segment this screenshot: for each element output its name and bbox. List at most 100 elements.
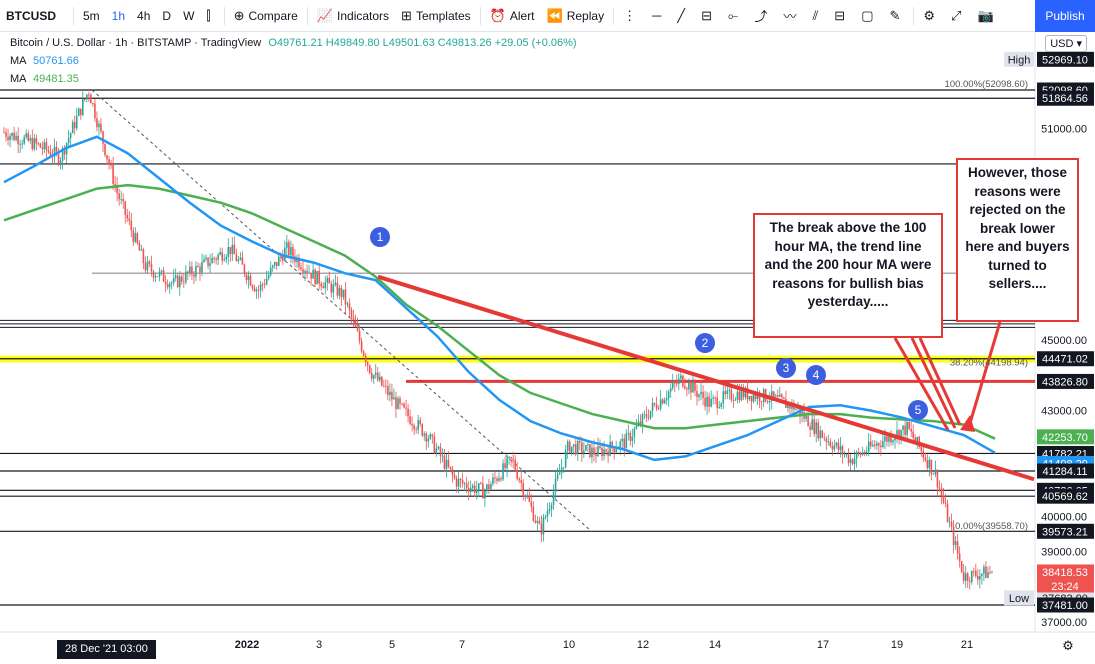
candle-body: [754, 394, 757, 399]
candle-body: [13, 132, 15, 140]
timeframe-5m[interactable]: 5m: [83, 8, 100, 23]
candle-body: [876, 443, 878, 446]
snapshot-button[interactable]: 📷: [971, 0, 1003, 32]
candle-body: [597, 446, 599, 457]
marker-circle-3[interactable]: [776, 358, 796, 378]
candle-body: [787, 403, 789, 408]
candle-body: [245, 274, 248, 280]
candle-body: [609, 441, 611, 456]
replay-icon: ⏪: [546, 7, 563, 23]
candle-body: [75, 115, 78, 129]
axis-settings-icon[interactable]: ⚙: [1062, 639, 1074, 654]
drawing-measure-tool[interactable]: ⊟: [828, 0, 855, 32]
price-label[interactable]: 44471.02: [1042, 354, 1088, 366]
candle-body: [197, 266, 199, 267]
candle-body: [235, 254, 238, 262]
candle-body: [27, 133, 30, 141]
candle-body: [419, 420, 422, 425]
candle-body: [178, 276, 181, 288]
candle-body: [718, 406, 721, 408]
candle-body: [623, 438, 626, 449]
trend-line-icon: ╱: [677, 7, 686, 23]
marker-circle-4[interactable]: [806, 365, 826, 385]
candle-body: [247, 275, 250, 280]
price-tag: High: [1008, 54, 1031, 66]
candle-body: [482, 483, 484, 499]
drawing-path-tool[interactable]: ⤴: [748, 0, 777, 32]
candle-body: [298, 257, 300, 268]
drawing-brush-tool[interactable]: ✎: [883, 0, 910, 32]
price-label[interactable]: 52969.10: [1042, 54, 1088, 66]
candle-body: [176, 275, 179, 288]
candle-body: [653, 403, 656, 405]
candle-body: [352, 317, 355, 321]
price-label[interactable]: 43826.80: [1042, 376, 1088, 388]
candle-body: [940, 488, 943, 496]
compare-button[interactable]: ⊕ Compare: [228, 0, 304, 32]
drawing-trend-tool[interactable]: ╱: [671, 0, 695, 32]
trend-line[interactable]: [377, 274, 1035, 482]
timeframe-4h[interactable]: 4h: [137, 8, 151, 23]
candle-body: [673, 382, 676, 384]
legend-ma200[interactable]: MA 49481.35: [10, 73, 79, 85]
price-label[interactable]: 41284.11: [1042, 466, 1087, 478]
price-label[interactable]: 37481.00: [1042, 600, 1088, 612]
settings-button[interactable]: ⚙: [917, 0, 945, 32]
drawing-channel-tool[interactable]: ⫽: [806, 0, 828, 32]
currency-selector[interactable]: USD ▾: [1045, 35, 1087, 52]
fullscreen-button[interactable]: ⤢: [945, 0, 971, 32]
price-label[interactable]: 42253.70: [1042, 432, 1088, 444]
marker-circle-1[interactable]: [370, 227, 390, 247]
drawing-hline-tool[interactable]: ─: [646, 0, 671, 32]
marker-circle-5[interactable]: [908, 400, 928, 420]
candle-body: [556, 474, 559, 479]
price-label-bg: [1037, 351, 1094, 367]
candle-body: [199, 266, 201, 273]
timeframe-1h[interactable]: 1h: [111, 8, 126, 23]
templates-button[interactable]: ⊞ Templates: [395, 0, 477, 32]
candle-body: [837, 442, 840, 450]
replay-button[interactable]: ⏪ Replay: [541, 0, 611, 32]
price-label[interactable]: 39573.21: [1042, 526, 1088, 538]
ma100-line[interactable]: [3, 135, 996, 462]
candle-body: [350, 309, 353, 318]
candle-body: [79, 108, 82, 115]
drawing-fib-tool[interactable]: ⊟: [695, 0, 722, 32]
crosshair-date-label: 28 Dec '21 03:00: [57, 640, 156, 659]
candle-body: [9, 135, 11, 140]
marker-label-5: 5: [915, 403, 922, 417]
indicators-label: Indicators: [337, 8, 390, 23]
candle-body: [354, 320, 357, 327]
price-chart[interactable]: 123 45100.00%(52098.60)38.20%(44198.94)0.…: [0, 32, 1095, 664]
legend-ma100[interactable]: MA 50761.66: [10, 55, 79, 67]
price-label[interactable]: 40569.62: [1042, 491, 1088, 503]
candle-body: [686, 388, 688, 390]
ma200-line[interactable]: [3, 183, 996, 440]
timeframe-d[interactable]: D: [162, 8, 172, 23]
candle-body: [724, 391, 727, 395]
price-label[interactable]: 38418.53: [1042, 567, 1088, 579]
candle-body: [366, 362, 369, 366]
candle-body: [920, 447, 923, 451]
drawing-polyline-tool[interactable]: 〰: [777, 0, 806, 32]
candle-body: [649, 410, 652, 419]
candle-body: [498, 478, 500, 481]
chart-type-button[interactable]: ⫿: [200, 0, 220, 32]
drawing-rect-tool[interactable]: ▢: [855, 0, 883, 32]
drawing-cursor-tool[interactable]: ⋮: [617, 0, 646, 32]
alert-button[interactable]: ⏰ Alert: [484, 0, 541, 32]
publish-button[interactable]: Publish: [1035, 0, 1095, 32]
indicators-button[interactable]: 📈 Indicators: [311, 0, 395, 32]
candle-body: [675, 383, 678, 385]
marker-circle-2[interactable]: [695, 333, 715, 353]
symbol-search[interactable]: BTCUSD: [6, 8, 56, 23]
price-label[interactable]: 51864.56: [1042, 93, 1088, 105]
candle-body: [144, 263, 147, 271]
timeframe-w[interactable]: W: [183, 8, 195, 23]
candle-body: [237, 259, 240, 262]
candle-body: [688, 382, 690, 390]
candle-body: [201, 262, 203, 273]
candle-body: [706, 396, 708, 407]
candle-body: [595, 454, 597, 457]
drawing-ray-tool[interactable]: ⟜: [722, 0, 748, 32]
